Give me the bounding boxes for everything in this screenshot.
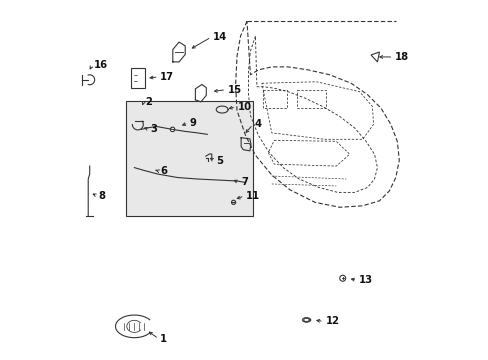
Text: 6: 6: [160, 166, 167, 176]
Text: 15: 15: [227, 85, 241, 95]
Text: 3: 3: [150, 125, 157, 134]
Bar: [126, 100, 252, 216]
Text: 8: 8: [99, 191, 105, 201]
Text: 12: 12: [325, 316, 339, 327]
Bar: [131, 68, 145, 88]
Text: 10: 10: [237, 102, 251, 112]
Text: 1: 1: [160, 334, 167, 344]
Text: 11: 11: [245, 191, 260, 201]
Text: 13: 13: [358, 275, 372, 285]
Text: 4: 4: [254, 120, 261, 130]
Text: 17: 17: [160, 72, 174, 82]
Text: 16: 16: [94, 60, 107, 70]
Text: 2: 2: [145, 96, 152, 107]
Text: 5: 5: [216, 156, 223, 166]
Circle shape: [170, 127, 174, 132]
Text: 18: 18: [394, 52, 408, 62]
Text: 7: 7: [241, 177, 247, 188]
Text: 9: 9: [189, 118, 196, 128]
Text: 14: 14: [212, 32, 226, 42]
